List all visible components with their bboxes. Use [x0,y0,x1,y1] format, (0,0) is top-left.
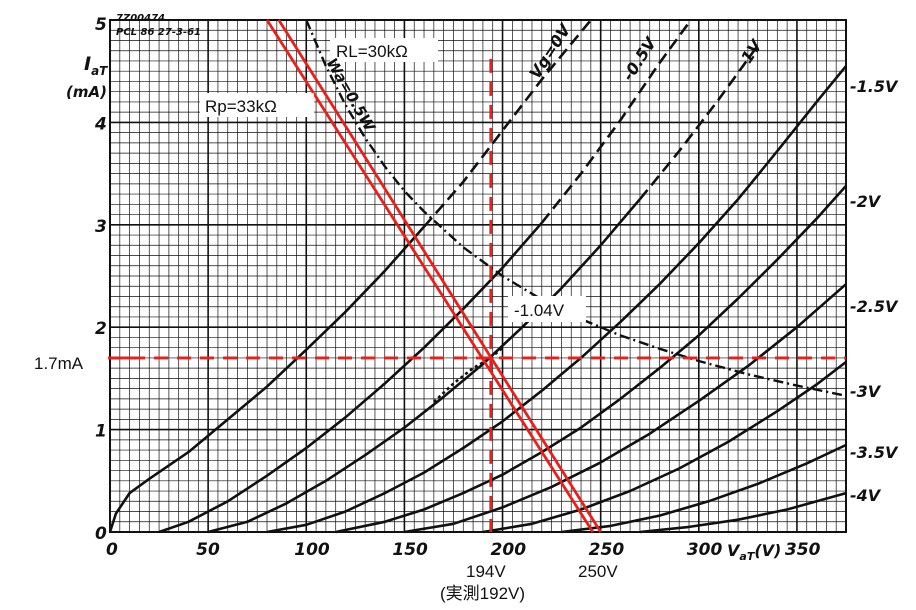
grid [109,19,847,533]
x-tick-label: 100 [294,540,330,560]
y-axis-symbol: I [84,53,91,75]
label-vg-2: -2V [850,192,882,211]
x-tick-label: 350 [785,540,821,560]
rl-label-box [330,38,438,62]
rp-label: Rp=33kΩ [205,97,277,116]
y-tick-label: 5 [95,15,107,35]
x-axis-subscript: aT [739,550,755,563]
stamp-line-1: 7Z00474 [116,13,165,24]
x-tick-label: 0 [106,540,118,560]
curve-vg-3 [266,65,848,534]
measured-annotation: (実測192V) [440,584,525,603]
y-tick-label: 4 [94,114,107,134]
curve-vg-2-dashed [638,44,759,201]
x-axis-symbol: V [727,541,741,560]
y-tick-label: 0 [95,524,107,544]
label-vg-2.5: -2.5V [850,297,899,316]
curve-vg-2 [207,198,641,534]
current-annotation: 1.7mA [34,354,84,373]
y-tick-label: 2 [95,319,107,339]
interp-label-box [508,296,586,322]
x-tick-label: 150 [392,540,428,560]
y-axis-subscript: aT [91,64,108,78]
x-axis-unit: (V) [754,541,781,560]
curve-vg-0 [108,225,425,533]
curve-vg-7 [561,443,847,534]
x-tick-label: 250 [589,540,625,560]
cutoff-annotation: 250V [578,562,618,581]
load-line-rl [277,19,602,533]
curve-vg-8 [639,491,847,534]
curve-vg-5 [404,283,847,534]
curve-vg-0-dashed [423,19,592,228]
interpolated-curve [432,346,504,403]
curve-vg-4 [335,185,847,534]
rp-label-box [200,93,314,117]
stamp-line-2: PCL 86 27-3-61 [116,27,201,38]
curve-vg-1 [158,221,543,534]
label-vg-3.5: -3.5V [850,443,899,462]
voltage-annotation: 194V [466,562,506,581]
y-axis-label: IaT [84,53,108,78]
curve-vg-6 [482,360,847,534]
label-vg-4: -4V [850,486,882,505]
x-tick-label: 300 [687,540,723,560]
x-tick-label: 200 [491,540,527,560]
y-tick-label: 3 [95,217,107,237]
y-tick-label: 1 [95,422,107,442]
load-line-rp [265,19,594,533]
interp-label: -1.04V [514,301,565,320]
label-vg-3: -3V [850,382,882,401]
plot-frame [109,19,847,533]
x-tick-label: 50 [196,540,220,560]
grid-voltage-curves [108,19,848,534]
rl-label: RL=30kΩ [336,42,408,61]
y-axis-unit: (mA) [66,83,107,101]
label-vg-1.5: -1.5V [850,77,899,96]
tick-labels: 0 50 100 150 200 250 300 350 0 1 2 3 4 5 [94,15,821,560]
x-axis-label: VaT(V) [727,541,781,563]
curve-vg-1-dashed [540,19,692,224]
auxiliary-curves [305,19,847,403]
dissipation-label: Wa=0.5W [323,55,380,136]
load-lines [108,19,846,533]
dissipation-curve [305,19,847,397]
